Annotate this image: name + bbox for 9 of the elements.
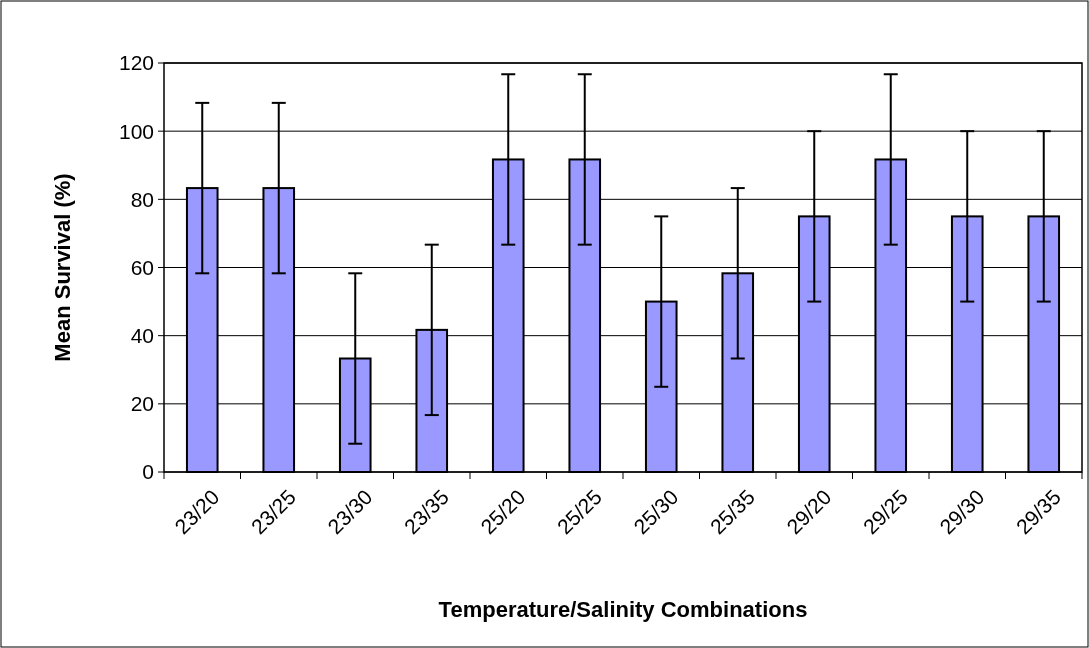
y-tick-label: 60 xyxy=(130,255,154,279)
y-tick-label: 100 xyxy=(118,119,154,143)
y-axis-title: Mean Survival (%) xyxy=(50,173,75,362)
y-tick-label: 20 xyxy=(130,392,154,416)
y-tick-label: 40 xyxy=(130,324,154,348)
x-axis-title: Temperature/Salinity Combinations xyxy=(438,597,808,622)
y-tick-label: 0 xyxy=(142,460,154,484)
y-tick-label: 120 xyxy=(118,51,154,75)
y-tick-label: 80 xyxy=(130,187,154,211)
